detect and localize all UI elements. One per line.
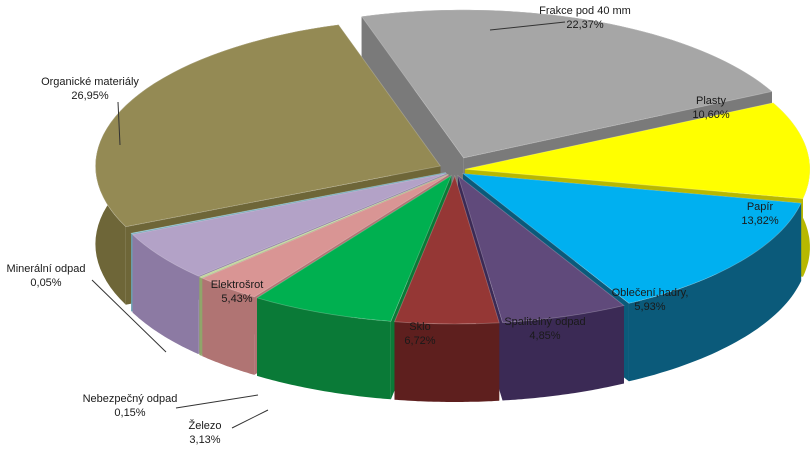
leader-line-10	[117, 101, 121, 146]
slice-side-5	[257, 297, 391, 400]
slice-label-2: Papír	[747, 201, 774, 213]
slice-top-3	[457, 174, 625, 323]
leader-line-9	[91, 279, 167, 353]
slice-value-6: 3,13%	[189, 434, 220, 446]
leader-line-0	[489, 21, 566, 31]
slice-value-2: 13,82%	[741, 215, 779, 227]
slice-top-10	[95, 24, 442, 228]
pie-tops	[95, 9, 810, 325]
slice-label-3: Oblečení,hadry,	[612, 287, 689, 299]
slice-label-0: Frakce pod 40 mm	[539, 5, 631, 17]
slice-label-9: Minerální odpad	[7, 263, 86, 275]
slice-top-0	[360, 9, 773, 159]
slice-value-3: 5,93%	[634, 301, 665, 313]
slice-top-7	[198, 173, 448, 279]
slice-top-5	[256, 174, 453, 322]
slice-top-4	[393, 174, 500, 325]
slice-label-8: Elektrošrot	[211, 279, 264, 291]
slice-side-6	[202, 278, 255, 375]
leader-line-6	[231, 409, 269, 429]
leader-line-7	[175, 394, 259, 409]
slice-side-2	[629, 203, 802, 382]
slice-side-8	[132, 234, 199, 355]
slice-label-7: Nebezpečný odpad	[83, 393, 178, 405]
slice-side-9	[131, 233, 132, 312]
slice-side-3	[502, 305, 624, 401]
slice-label-10: Organické materiály	[41, 76, 139, 88]
slice-top-6	[201, 174, 449, 298]
slice-value-10: 26,95%	[71, 90, 109, 102]
slice-value-7: 0,15%	[114, 407, 145, 419]
slice-top-1	[464, 102, 810, 200]
slice-value-8: 5,43%	[221, 293, 252, 305]
slice-label-4: Spalitelný odpad	[504, 316, 585, 328]
slice-value-0: 22,37%	[566, 19, 604, 31]
slice-label-1: Plasty	[696, 95, 726, 107]
slice-labels: Frakce pod 40 mm 22,37% Plasty 10,60% Papír 1…	[7, 5, 779, 446]
slice-value-1: 10,60%	[692, 109, 730, 121]
leader-lines	[91, 21, 566, 429]
slice-label-6: Železo	[188, 419, 221, 432]
slice-side-7	[199, 276, 202, 356]
slice-top-9	[130, 172, 446, 235]
slice-value-9: 0,05%	[30, 277, 61, 289]
slice-label-5: Sklo	[409, 321, 430, 333]
slice-value-4: 4,85%	[529, 330, 560, 342]
slice-top-8	[131, 173, 447, 277]
slice-side-4	[394, 321, 500, 402]
slice-value-5: 6,72%	[404, 335, 435, 347]
slice-top-2	[461, 173, 802, 304]
